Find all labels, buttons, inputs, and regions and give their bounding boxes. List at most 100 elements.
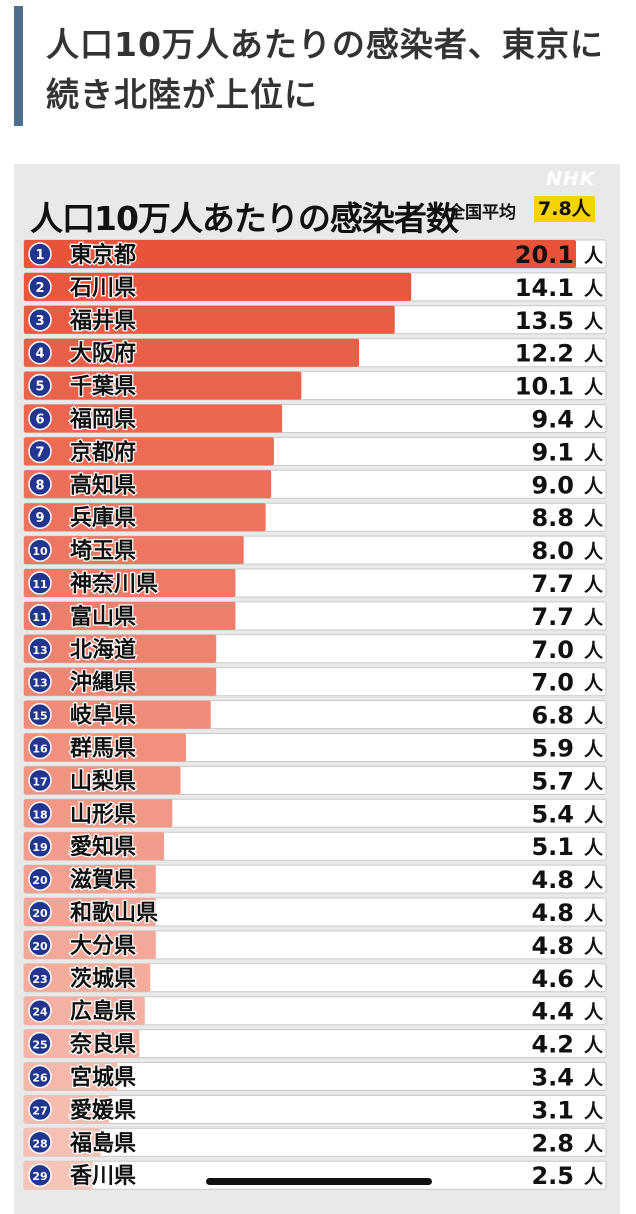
category-label: 大分県 bbox=[70, 934, 136, 959]
value-label: 7.7 bbox=[531, 603, 574, 631]
rank-circle bbox=[28, 702, 52, 727]
rank-label: 11 bbox=[32, 611, 47, 624]
rank-circle bbox=[28, 242, 52, 266]
bar-row: 16 群馬県 5.9 人 bbox=[23, 733, 607, 763]
unit-label: 人 bbox=[584, 1035, 604, 1057]
value-label: 5.1 bbox=[531, 833, 574, 861]
value-label: 14.1 bbox=[515, 274, 574, 302]
bar-row: 24 広島県 4.4 人 bbox=[23, 996, 607, 1026]
rank-label: 24 bbox=[32, 1006, 48, 1019]
rank-circle bbox=[28, 275, 52, 299]
category-label: 高知県 bbox=[70, 472, 136, 498]
bar bbox=[24, 766, 181, 795]
category-label: 福島県 bbox=[69, 1130, 136, 1156]
bar-row: 9 兵庫県 8.8 人 bbox=[23, 502, 607, 532]
category-label: 奈良県 bbox=[69, 1032, 136, 1058]
rank-label: 16 bbox=[32, 743, 48, 756]
bar-row: 8 高知県 9.0 人 bbox=[23, 469, 607, 500]
rank-circle bbox=[28, 308, 52, 332]
bar-row: 10 埼玉県 8.0 人 bbox=[23, 535, 607, 565]
value-label: 9.1 bbox=[531, 438, 574, 466]
category-label: 宮城県 bbox=[70, 1065, 136, 1091]
bar-row: 11 富山県 7.7 人 bbox=[23, 601, 607, 631]
unit-label: 人 bbox=[584, 607, 604, 629]
category-label: 沖縄県 bbox=[70, 671, 136, 696]
rank-label: 26 bbox=[32, 1072, 48, 1085]
bar-row: 5 千葉県 10.1 人 bbox=[23, 371, 607, 401]
category-label: 東京都 bbox=[70, 242, 136, 268]
category-label: 福岡県 bbox=[69, 408, 136, 433]
unit-label: 人 bbox=[584, 311, 604, 333]
bar-row: 4 大阪府 12.2 人 bbox=[23, 338, 607, 368]
rank-label: 20 bbox=[32, 874, 48, 887]
value-label: 12.2 bbox=[515, 340, 574, 368]
bar bbox=[24, 470, 272, 499]
rank-circle bbox=[28, 637, 52, 661]
home-indicator bbox=[206, 1178, 432, 1185]
rank-label: 6 bbox=[35, 413, 44, 428]
unit-label: 人 bbox=[584, 278, 604, 300]
value-label: 4.6 bbox=[531, 965, 574, 993]
category-label: 岐阜県 bbox=[70, 703, 136, 729]
unit-label: 人 bbox=[584, 903, 604, 925]
rank-circle bbox=[28, 1130, 52, 1155]
bar-row: 15 岐阜県 6.8 人 bbox=[23, 700, 607, 730]
bar bbox=[24, 963, 151, 992]
bar-row: 20 和歌山県 4.8 人 bbox=[23, 897, 607, 927]
unit-label: 人 bbox=[584, 475, 604, 497]
bar bbox=[24, 799, 173, 828]
value-label: 9.0 bbox=[531, 471, 574, 499]
value-label: 7.0 bbox=[531, 669, 574, 697]
rank-circle bbox=[28, 900, 52, 924]
unit-label: 人 bbox=[584, 1068, 604, 1090]
value-label: 8.8 bbox=[531, 504, 574, 532]
category-label: 愛知県 bbox=[70, 834, 136, 860]
rank-label: 7 bbox=[35, 445, 44, 460]
rank-label: 10 bbox=[32, 545, 48, 558]
unit-label: 人 bbox=[584, 739, 604, 761]
bar-row: 3 福井県 13.5 人 bbox=[23, 305, 607, 335]
bar bbox=[24, 437, 274, 466]
infection-chart: NHK 人口10万人あたりの感染者数 全国平均 7.8人 1 東京都 20.1 人 2 石… bbox=[14, 164, 620, 1214]
unit-label: 人 bbox=[584, 1100, 604, 1122]
bar bbox=[24, 371, 302, 400]
unit-label: 人 bbox=[584, 508, 604, 530]
category-label: 千葉県 bbox=[70, 375, 136, 400]
value-label: 4.4 bbox=[531, 998, 574, 1026]
bar-row: 6 福岡県 9.4 人 bbox=[23, 404, 607, 434]
bar-row: 29 香川県 2.5 人 bbox=[23, 1160, 607, 1190]
rank-label: 15 bbox=[32, 710, 47, 723]
value-label: 2.8 bbox=[531, 1129, 574, 1157]
unit-label: 人 bbox=[584, 245, 604, 267]
bar-row: 20 滋賀県 4.8 人 bbox=[23, 864, 607, 894]
bar bbox=[24, 569, 236, 597]
value-label: 13.5 bbox=[515, 307, 574, 335]
rank-label: 8 bbox=[35, 478, 44, 493]
rank-label: 19 bbox=[32, 841, 47, 854]
value-label: 6.8 bbox=[531, 702, 574, 730]
rank-label: 13 bbox=[32, 644, 47, 657]
category-label: 神奈川県 bbox=[70, 571, 158, 597]
unit-label: 人 bbox=[584, 969, 604, 991]
category-label: 北海道 bbox=[70, 637, 136, 663]
category-label: 石川県 bbox=[69, 276, 136, 301]
rank-label: 18 bbox=[32, 808, 47, 821]
national-average-label: 全国平均 bbox=[448, 203, 516, 223]
unit-label: 人 bbox=[584, 574, 604, 596]
rank-circle bbox=[28, 571, 52, 595]
bar bbox=[24, 634, 217, 663]
rank-circle bbox=[28, 1031, 52, 1056]
rank-circle bbox=[28, 867, 52, 891]
bar bbox=[24, 832, 165, 861]
value-label: 5.7 bbox=[531, 767, 574, 795]
headline-accent-bar bbox=[14, 6, 23, 126]
headline-title: 人口10万人あたりの感染者、東京に続き北陸が上位に bbox=[46, 25, 604, 114]
value-label: 3.1 bbox=[531, 1096, 574, 1124]
value-label: 2.5 bbox=[531, 1162, 574, 1190]
rank-label: 28 bbox=[32, 1137, 47, 1150]
bar-row: 13 北海道 7.0 人 bbox=[23, 634, 607, 664]
bar bbox=[24, 503, 266, 532]
nhk-logo: NHK bbox=[546, 168, 596, 190]
rank-label: 23 bbox=[32, 973, 47, 986]
value-label: 20.1 bbox=[515, 241, 574, 269]
